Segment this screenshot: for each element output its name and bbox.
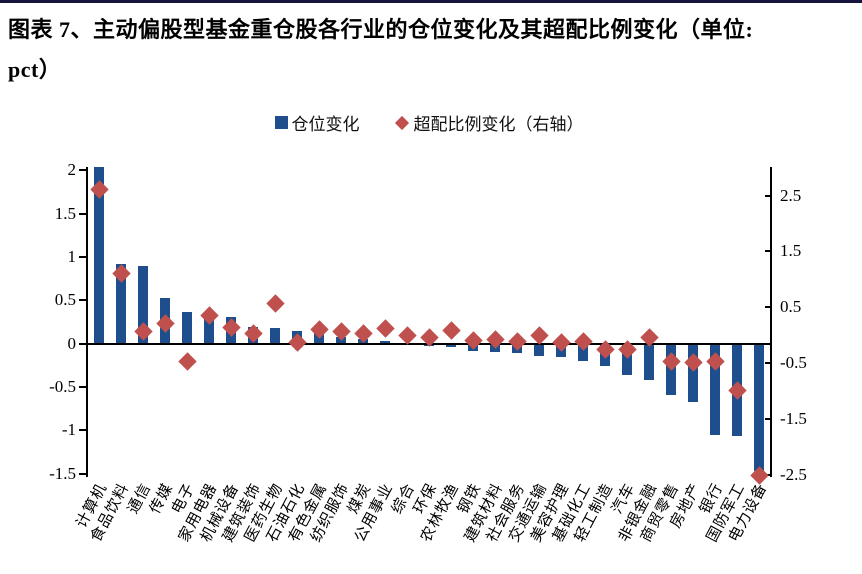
left-axis-tick <box>79 299 86 302</box>
left-axis-tick-label: 1.5 <box>54 203 76 223</box>
legend-label: 仓位变化 <box>291 115 360 134</box>
diamond-marker <box>661 352 681 371</box>
diamond-marker <box>463 331 483 350</box>
diamond-marker <box>309 320 329 339</box>
left-axis-tick-label: -1 <box>61 420 76 440</box>
left-axis-tick <box>79 256 86 259</box>
left-axis-tick-label: 1 <box>67 247 77 267</box>
bar <box>534 343 544 356</box>
diamond-marker <box>551 333 571 352</box>
bar <box>380 341 390 344</box>
diamond-marker <box>111 264 131 284</box>
left-axis-tick <box>79 342 86 345</box>
bar <box>578 343 588 361</box>
diamond-marker <box>485 330 505 350</box>
diamond-marker <box>727 381 747 401</box>
right-y-axis <box>770 167 772 477</box>
left-y-axis <box>86 167 88 477</box>
left-axis-tick-label: -1.5 <box>49 463 76 483</box>
right-axis-tick-label: 2.5 <box>780 185 802 205</box>
right-axis-tick <box>765 250 772 253</box>
left-axis-tick-label: 0.5 <box>54 290 76 310</box>
left-axis-tick <box>79 385 86 388</box>
right-axis-tick <box>765 306 772 309</box>
left-axis-tick <box>79 472 86 475</box>
diamond-marker <box>133 322 153 341</box>
diamond-marker <box>507 332 527 351</box>
diamond-marker <box>331 322 351 341</box>
bar <box>94 167 104 344</box>
bar <box>622 343 632 375</box>
legend-item-position-change: 仓位变化 <box>274 110 360 135</box>
legend-item-overweight-change: 超配比例变化（右轴） <box>394 110 584 135</box>
diamond-marker <box>441 321 461 340</box>
left-axis-tick <box>79 212 86 215</box>
left-axis-tick-label: 0 <box>67 333 77 353</box>
diamond-marker <box>353 323 373 343</box>
diamond-marker <box>573 332 593 351</box>
figure-title: 图表 7、主动偏股型基金重仓股各行业的仓位变化及其超配比例变化（单位: pct） <box>8 10 856 90</box>
legend-label: 超配比例变化（右轴） <box>413 115 584 134</box>
top-rule <box>0 0 862 3</box>
diamond-marker <box>199 306 219 326</box>
bar <box>116 263 126 344</box>
bar <box>204 314 214 344</box>
right-axis-tick-label: 0.5 <box>780 297 802 317</box>
figure-title-line2: pct） <box>8 57 62 82</box>
bar <box>138 265 148 344</box>
diamond-marker <box>155 313 175 333</box>
bar <box>754 343 764 471</box>
bar <box>688 343 698 402</box>
diamond-marker <box>375 318 395 338</box>
chart-legend: 仓位变化 超配比例变化（右轴） <box>88 110 770 135</box>
left-axis-tick-label: 2 <box>67 160 77 180</box>
diamond-marker <box>177 351 197 371</box>
bar <box>644 343 654 380</box>
right-axis-tick <box>765 474 772 477</box>
right-axis-tick-label: -2.5 <box>780 465 807 485</box>
right-axis-tick <box>765 418 772 421</box>
diamond-marker <box>705 352 725 371</box>
right-axis-tick-label: -1.5 <box>780 409 807 429</box>
right-axis-tick-label: -0.5 <box>780 353 807 373</box>
bar <box>270 328 280 344</box>
right-axis-tick <box>765 194 772 197</box>
bar-series-swatch-icon <box>274 116 288 129</box>
diamond-marker <box>265 294 285 313</box>
diamond-marker <box>683 353 703 373</box>
diamond-marker <box>287 332 307 352</box>
figure-title-line1: 图表 7、主动偏股型基金重仓股各行业的仓位变化及其超配比例变化（单位: <box>8 17 754 42</box>
right-axis-tick <box>765 362 772 365</box>
left-axis-tick-label: -0.5 <box>49 376 76 396</box>
bar <box>710 343 720 435</box>
bar <box>182 311 192 344</box>
bar <box>446 343 456 348</box>
diamond-marker <box>221 317 241 337</box>
left-axis-tick <box>79 169 86 172</box>
diamond-marker <box>243 323 263 343</box>
diamond-marker <box>89 180 109 200</box>
right-axis-tick-label: 1.5 <box>780 241 802 261</box>
left-axis-tick <box>79 429 86 432</box>
